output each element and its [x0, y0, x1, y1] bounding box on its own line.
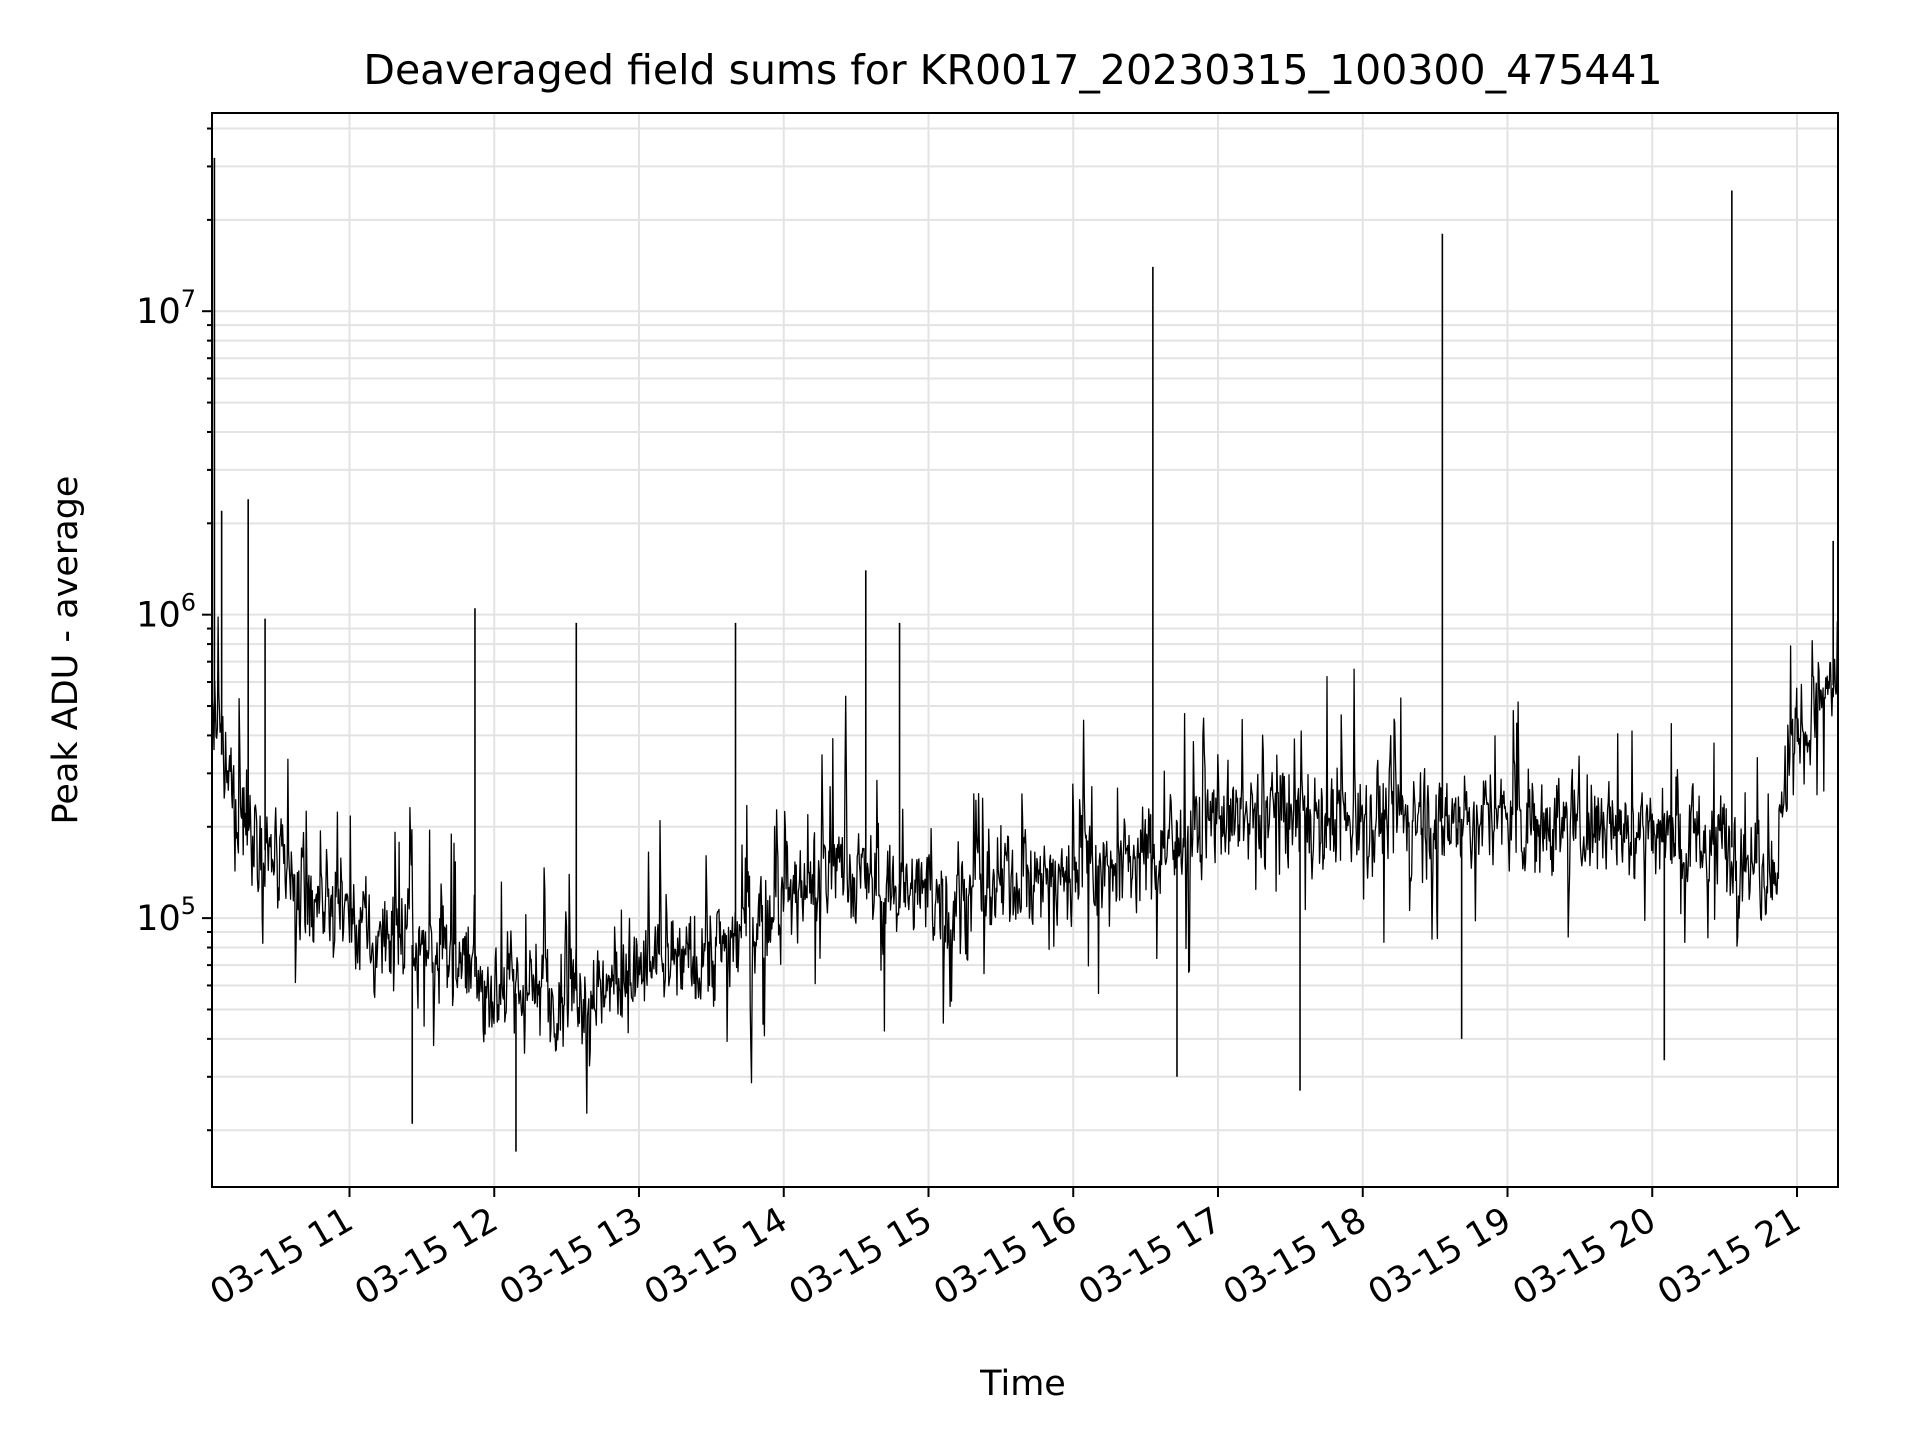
x-tick-label: 03-15 19 [1362, 1200, 1518, 1313]
x-tick-label: 03-15 20 [1506, 1200, 1662, 1313]
x-axis-label: Time [979, 1364, 1066, 1404]
x-tick-label: 03-15 15 [783, 1200, 939, 1313]
x-tick-label: 03-15 13 [493, 1200, 649, 1313]
y-tick-base: 10 [136, 596, 181, 636]
x-tick-label: 03-15 17 [1072, 1200, 1228, 1313]
x-tick-label: 03-15 14 [638, 1200, 794, 1313]
x-tick-label: 03-15 18 [1217, 1200, 1373, 1313]
chart-title: Deaveraged field sums for KR0017_2023031… [363, 46, 1662, 94]
y-tick-label: 106 [136, 589, 196, 636]
y-tick-exponent: 6 [181, 589, 196, 617]
y-tick-base: 10 [136, 899, 181, 939]
y-axis-label: Peak ADU - average [46, 476, 86, 825]
y-tick-label: 107 [136, 285, 196, 332]
plot-frame [211, 112, 1839, 1188]
grid [212, 113, 1838, 1187]
x-tick-label: 03-15 21 [1651, 1200, 1807, 1313]
x-tick-label: 03-15 11 [204, 1200, 360, 1313]
y-tick-exponent: 7 [181, 285, 196, 313]
series-group [211, 157, 1839, 1152]
x-tick-label: 03-15 12 [348, 1200, 504, 1313]
y-tick-base: 10 [136, 292, 181, 332]
y-tick-label: 105 [136, 892, 196, 939]
y-tick-exponent: 5 [181, 892, 196, 920]
x-tick-label: 03-15 16 [927, 1200, 1083, 1313]
series-line [211, 616, 1839, 1114]
